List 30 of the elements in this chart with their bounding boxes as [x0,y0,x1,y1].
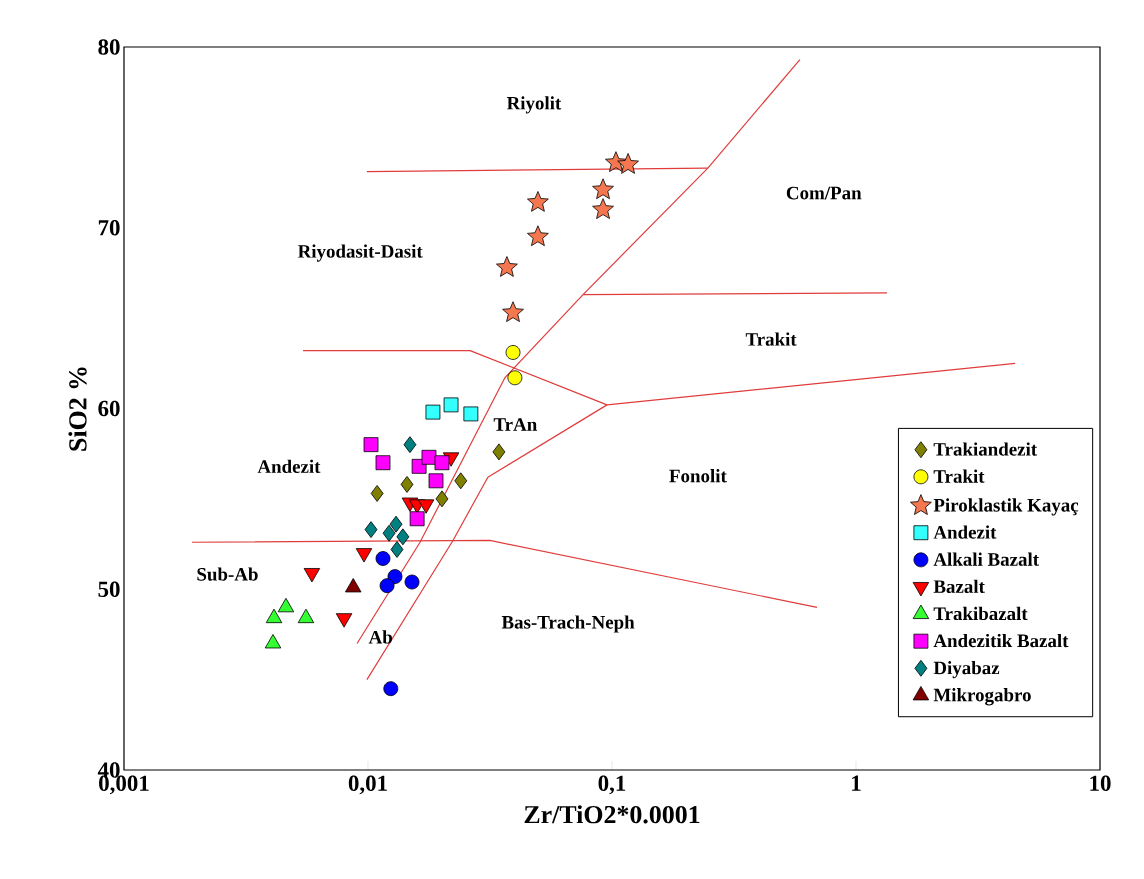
annotation: Riyodasit-Dasit [297,244,423,262]
x-tick-label: 0,01 [348,775,387,795]
annotation: TrAn [493,418,537,431]
y-axis-title: SiO2 % [68,367,87,451]
annotation: Andezit [257,459,321,473]
annotation: Com/Pan [786,186,862,200]
y-tick-label: 70 [98,220,120,236]
annotation: Fonolit [669,469,727,483]
annotation: Bas-Trach-Neph [501,615,635,633]
annotation: Riyolit [506,96,562,114]
x-axis-title: Zr/TiO2*0.0001 [524,805,700,824]
legend-label: Diyabaz [933,661,1000,679]
legend-label: Andezitik Bazalt [933,633,1069,648]
legend-label: Piroklastik Kayaç [933,498,1079,516]
y-tick-label: 50 [98,581,120,597]
x-tick-label: 1 [852,775,861,791]
y-tick-label: 60 [98,400,120,417]
legend-label: Alkali Bazalt [933,552,1039,566]
legend-label: Trakiandezit [933,442,1038,456]
legend-label: Trakibazalt [933,606,1028,621]
legend-label: Mikrogabro [933,688,1031,706]
annotation: Ab [368,630,392,644]
legend-label: Andezit [933,525,997,539]
legend-label: Bazalt [933,579,985,593]
x-tick-label: 10 [1090,775,1111,791]
y-tick-label: 80 [98,39,120,55]
legend-label: Trakit [933,469,985,483]
annotation: Sub-Ab [197,567,258,581]
x-tick-label: 0,1 [598,775,626,795]
annotation: Trakit [745,332,797,346]
